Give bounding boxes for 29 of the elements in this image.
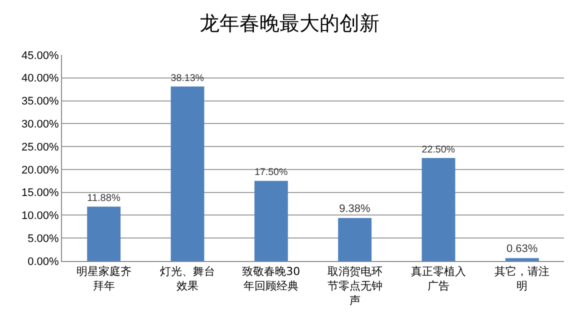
y-tick-label: 35.00%: [21, 96, 60, 108]
bar: [170, 86, 204, 261]
x-tick-label: 明星家庭齐拜年: [76, 265, 132, 292]
data-label: 9.38%: [339, 203, 371, 216]
data-label: 38.13%: [170, 72, 204, 84]
x-tick-label: 致敬春晚30年回顾经典: [242, 265, 300, 292]
y-tick-label: 40.00%: [21, 72, 60, 85]
y-tick-label: 20.00%: [21, 164, 60, 176]
data-label: 0.63%: [506, 243, 538, 256]
data-label: 17.50%: [254, 167, 288, 178]
y-tick-label: 25.00%: [21, 141, 60, 154]
bar: [87, 206, 121, 261]
x-tick-label: 灯光、舞台效果: [160, 265, 215, 292]
y-tick-label: 30.00%: [21, 118, 60, 131]
bar: [254, 180, 288, 261]
data-label: 11.88%: [87, 192, 120, 204]
x-tick-label: 真正零植入广告: [411, 265, 466, 292]
bar: [422, 158, 456, 261]
x-tick-label: 其它，请注明: [494, 265, 550, 292]
bar: [338, 218, 372, 261]
y-tick-label: 15.00%: [21, 187, 60, 200]
chart-title: 龙年春晚最大的创新: [200, 11, 380, 36]
y-tick-label: 0.00%: [28, 256, 60, 268]
data-label: 22.50%: [422, 144, 456, 156]
x-tick-label: 取消贺电环节零点无钟声: [327, 265, 382, 307]
bar: [505, 258, 539, 261]
y-tick-label: 45.00%: [21, 50, 60, 62]
y-tick-label: 10.00%: [21, 210, 60, 222]
y-tick-label: 5.00%: [28, 232, 60, 245]
